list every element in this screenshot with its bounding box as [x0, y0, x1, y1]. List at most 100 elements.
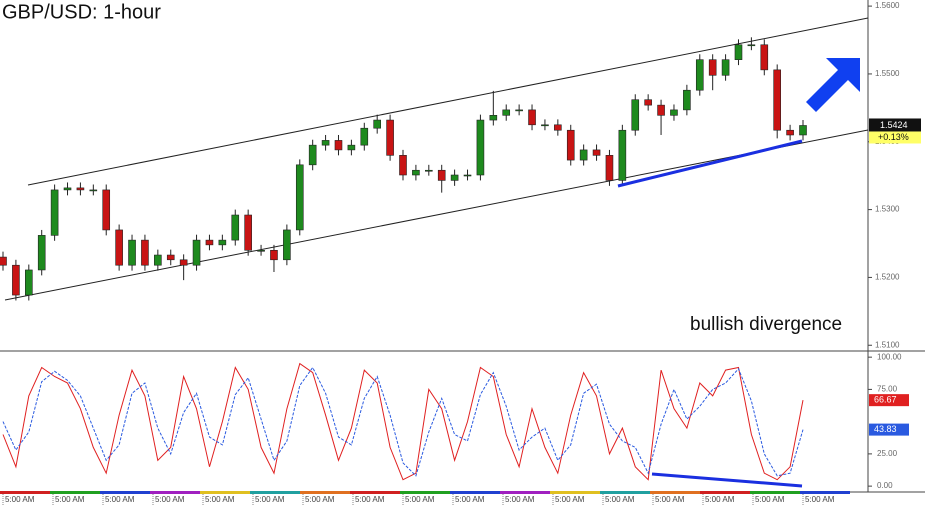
x-tick-label: 5:00 AM	[305, 495, 335, 504]
session-strip	[400, 491, 450, 494]
x-tick-label: 5:00 AM	[605, 495, 635, 504]
y-tick-label: 1.5500	[875, 69, 900, 78]
candle-body	[25, 269, 33, 296]
x-tick-label: 5:00 AM	[655, 495, 685, 504]
y-tick-label: 100.00	[877, 352, 902, 361]
x-tick-label: 5:00 AM	[505, 495, 535, 504]
candle-body	[528, 109, 536, 126]
candle-body	[63, 187, 72, 191]
x-tick-label: 5:00 AM	[705, 495, 735, 504]
candle-body	[102, 189, 111, 231]
candle-body	[592, 149, 601, 156]
session-strip	[500, 491, 550, 494]
candle-body	[683, 89, 691, 111]
x-tick-label: 5:00 AM	[805, 495, 835, 504]
oscillator-line	[2, 366, 804, 477]
candle-body	[463, 174, 472, 177]
candle-body	[50, 189, 59, 236]
chart-title: GBP/USD: 1-hour	[2, 1, 161, 23]
candle-body	[644, 99, 652, 106]
y-tick-label: 0.00	[877, 481, 893, 490]
y-tick-label: 1.5100	[875, 340, 900, 349]
last-value-label: 66.67	[874, 395, 897, 405]
candle-body	[192, 239, 201, 266]
candle-body	[76, 187, 85, 191]
candle-body	[154, 254, 162, 266]
candle-body	[334, 140, 343, 151]
x-tick-label: 5:00 AM	[5, 495, 35, 504]
candle-body	[37, 235, 46, 271]
bullish-arrow	[806, 58, 860, 112]
candle-body	[373, 119, 381, 129]
candle-body	[218, 239, 227, 246]
candle-body	[734, 44, 743, 60]
candle-body	[179, 259, 188, 266]
candle-body	[437, 169, 446, 181]
y-tick-label: 25.00	[877, 449, 898, 458]
candle-body	[489, 115, 498, 121]
last-price-label: 1.5424	[880, 120, 908, 130]
candle-body	[89, 189, 98, 192]
session-strip	[100, 491, 150, 494]
candle-body	[270, 249, 278, 261]
divergence-line	[651, 472, 803, 488]
candle-body	[708, 59, 717, 76]
x-tick-label: 5:00 AM	[105, 495, 135, 504]
last-price-box	[869, 118, 921, 132]
last-value-label: 43.83	[874, 424, 897, 434]
candle-body	[283, 229, 291, 261]
candle-body	[618, 129, 627, 181]
candle-body	[141, 239, 149, 266]
x-tick-label: 5:00 AM	[355, 495, 385, 504]
session-strip	[50, 491, 100, 494]
oscillator-line	[2, 362, 804, 481]
session-strip	[350, 491, 400, 494]
candle-body	[412, 169, 420, 176]
candle-body	[476, 119, 485, 176]
session-strip	[650, 491, 700, 494]
session-strip	[550, 491, 600, 494]
candle-body	[205, 239, 214, 246]
candle-body	[386, 119, 394, 156]
session-strip	[0, 491, 50, 494]
session-strip	[250, 491, 300, 494]
x-tick-label: 5:00 AM	[205, 495, 235, 504]
session-strip	[600, 491, 650, 494]
x-tick-label: 5:00 AM	[255, 495, 285, 504]
x-tick-label: 5:00 AM	[405, 495, 435, 504]
annotation: bullish divergence	[690, 314, 842, 335]
candle-body	[695, 59, 704, 91]
session-strip	[300, 491, 350, 494]
x-tick-label: 5:00 AM	[155, 495, 185, 504]
y-tick-label: 1.5600	[875, 1, 900, 10]
x-tick-label: 5:00 AM	[555, 495, 585, 504]
candle-body	[631, 99, 640, 131]
session-strip	[200, 491, 250, 494]
candle-body	[231, 214, 240, 241]
candle-body	[321, 140, 330, 146]
session-strip	[450, 491, 500, 494]
candle-body	[166, 254, 175, 261]
session-strip	[800, 491, 850, 494]
candle-body	[115, 229, 123, 266]
candle-body	[657, 104, 665, 116]
candle-body	[605, 155, 614, 181]
change-box	[869, 131, 921, 144]
candle-body	[515, 109, 523, 112]
candle-body	[450, 174, 459, 181]
candle-body	[425, 169, 433, 172]
candle-body	[799, 125, 807, 136]
y-tick-label: 75.00	[877, 385, 898, 394]
candle-body	[541, 124, 549, 127]
last-value-box	[869, 394, 909, 407]
x-tick-label: 5:00 AM	[755, 495, 785, 504]
y-tick-label: 1.5300	[875, 205, 900, 214]
last-value-box	[869, 423, 909, 436]
change-label: +0.13%	[878, 132, 909, 142]
candle-body	[747, 44, 756, 47]
candle-body	[786, 129, 794, 136]
candle-body	[128, 239, 136, 266]
session-strip	[750, 491, 800, 494]
